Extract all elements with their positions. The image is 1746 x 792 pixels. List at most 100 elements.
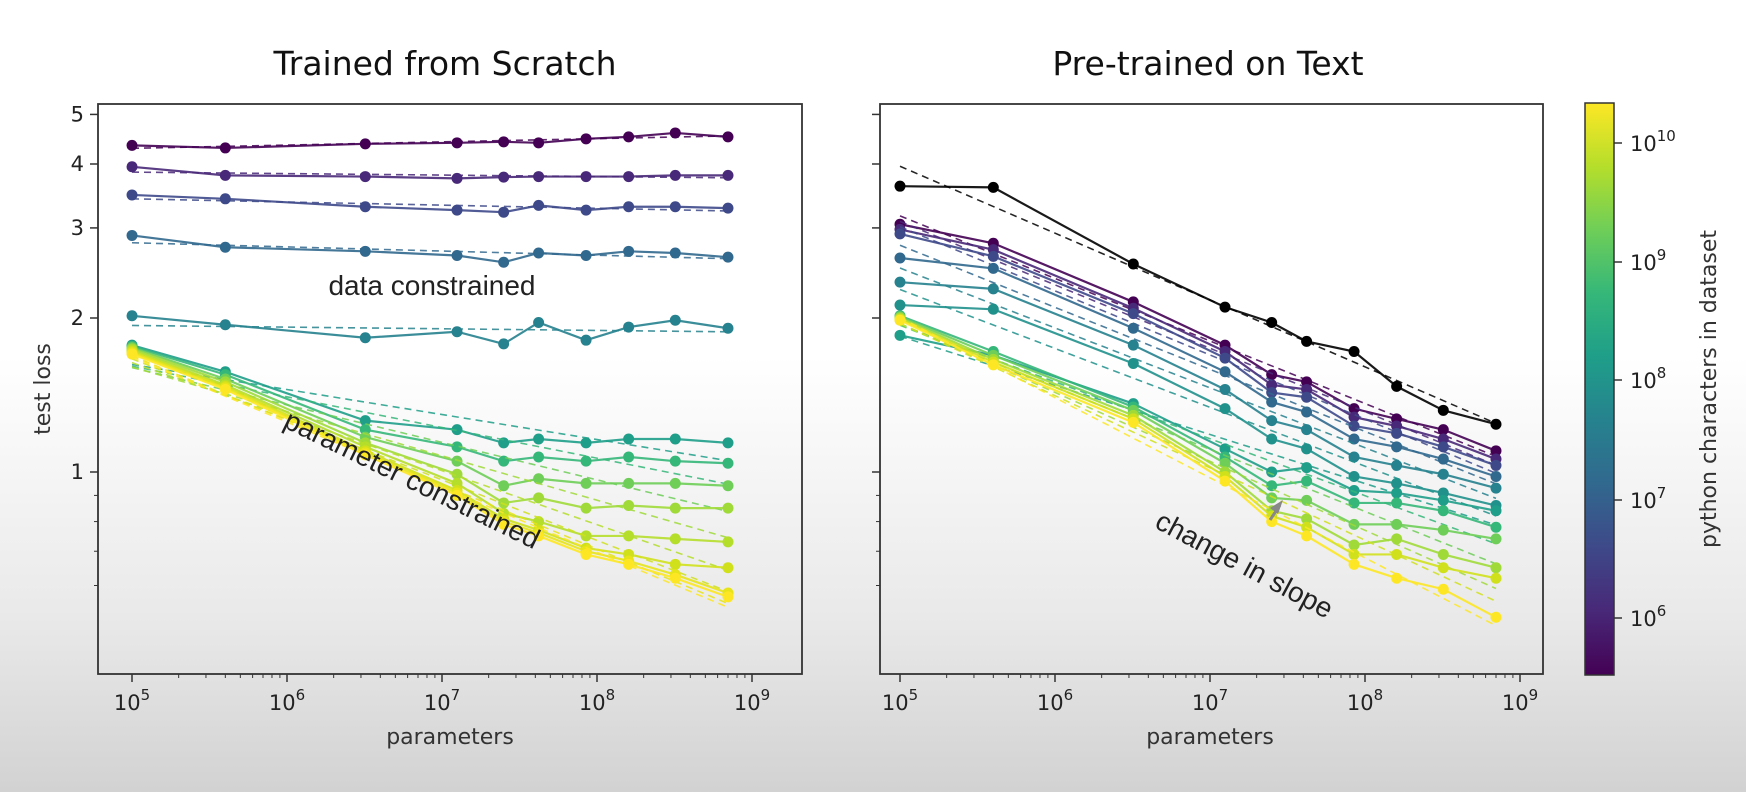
data-point [1391, 380, 1403, 392]
data-point [1391, 441, 1403, 453]
y-tick-label: 2 [71, 306, 84, 330]
data-point [451, 455, 463, 467]
series-line [899, 185, 1497, 426]
x-tick-label: 107 [424, 686, 460, 715]
series-line [131, 234, 729, 264]
data-point [533, 137, 545, 149]
series-line [131, 347, 728, 510]
data-point [219, 241, 231, 253]
data-point [722, 322, 734, 334]
series-line [899, 281, 1497, 490]
data-point [1301, 475, 1313, 487]
data-point [1391, 459, 1403, 471]
data-point [1348, 485, 1360, 497]
data-point [987, 181, 999, 193]
data-point [669, 572, 681, 584]
x-axis-label: parameters [1146, 725, 1274, 750]
data-point [1348, 451, 1360, 463]
data-point [1437, 494, 1449, 506]
data-point [498, 136, 510, 148]
data-point [1391, 487, 1403, 499]
data-point [1301, 494, 1313, 506]
data-point [1127, 339, 1139, 351]
data-point [1219, 366, 1231, 378]
data-point [1391, 572, 1403, 584]
data-point [1301, 462, 1313, 474]
data-point [1391, 518, 1403, 530]
data-point [669, 169, 681, 181]
data-point [451, 172, 463, 184]
annotation-data-constrained: data constrained [328, 270, 535, 301]
data-point [533, 171, 545, 183]
data-point [1127, 416, 1139, 428]
series-line [899, 315, 1497, 540]
data-point [1266, 396, 1278, 408]
data-point [1348, 518, 1360, 530]
data-point [669, 314, 681, 326]
data-point [1266, 415, 1278, 427]
data-point [580, 530, 592, 542]
data-point [1301, 391, 1313, 403]
data-point [533, 530, 545, 542]
data-point [669, 455, 681, 467]
x-axis-label: parameters [386, 725, 514, 750]
colorbar-tick-label: 1010 [1630, 127, 1676, 156]
data-point [1219, 301, 1231, 313]
data-point [1490, 505, 1502, 517]
data-point [498, 455, 510, 467]
data-point [126, 161, 138, 173]
data-point [1437, 548, 1449, 560]
data-point [580, 502, 592, 514]
x-tick-label: 108 [1347, 686, 1383, 715]
y-tick-label: 4 [71, 152, 84, 176]
series-fit-line [899, 316, 1497, 627]
data-point [498, 518, 510, 530]
data-point [1391, 548, 1403, 560]
data-point [1437, 524, 1449, 536]
data-point [1391, 477, 1403, 489]
data-point [1266, 387, 1278, 399]
series-line [131, 350, 729, 569]
data-point [219, 319, 231, 331]
series-line [899, 314, 1497, 529]
data-point [1127, 322, 1139, 334]
data-point [1490, 521, 1502, 533]
data-point [498, 256, 510, 268]
data-point [533, 451, 545, 463]
data-point [623, 558, 635, 570]
data-point [451, 489, 463, 501]
data-point [126, 229, 138, 241]
panel-trained-from-scratch: Trained from Scratch parameters test los… [31, 44, 803, 750]
data-point [451, 249, 463, 261]
data-point [219, 142, 231, 154]
data-point [126, 348, 138, 360]
panel-pre-trained-on-text: Pre-trained on Text parameters 105 106 107… [872, 44, 1544, 750]
data-point [1219, 383, 1231, 395]
data-point [1348, 497, 1360, 509]
series-group [126, 127, 734, 609]
plot-frame [97, 103, 803, 675]
series-line [899, 319, 1497, 619]
data-point [580, 204, 592, 216]
data-point [1348, 470, 1360, 482]
data-point [1348, 411, 1360, 423]
data-point [987, 303, 999, 315]
data-point [894, 252, 906, 264]
data-point [1301, 406, 1313, 418]
data-point [987, 283, 999, 295]
data-point [1490, 533, 1502, 545]
data-point [669, 433, 681, 445]
data-point [533, 199, 545, 211]
axis-ticks: 105 106 107 108 109 1 2 3 4 5 [71, 102, 771, 715]
series-line [899, 256, 1497, 478]
data-point [126, 139, 138, 151]
series-line [131, 344, 729, 445]
data-point [623, 500, 635, 512]
data-point [669, 502, 681, 514]
data-point [623, 245, 635, 257]
series-line [131, 131, 729, 150]
data-point [894, 228, 906, 240]
x-tick-label: 105 [882, 686, 918, 715]
data-point [580, 171, 592, 183]
data-point [1301, 376, 1313, 388]
